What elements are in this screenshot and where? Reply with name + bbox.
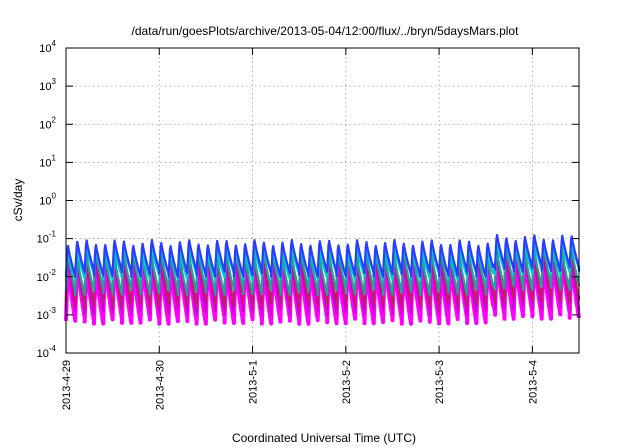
y-tick-label: 104	[39, 39, 56, 55]
x-tick-label: 2013-5-1	[248, 360, 260, 404]
x-tick-label: 2013-4-30	[154, 360, 166, 410]
y-tick-label: 102	[39, 115, 56, 131]
series-line-6	[64, 233, 581, 278]
y-tick-label: 101	[39, 153, 56, 169]
y-axis: 104 103 102 101 100 10-1 10-2 10-3 10-4	[37, 39, 57, 360]
series-layer	[64, 233, 581, 326]
x-tick-label: 2013-5-4	[527, 360, 539, 404]
y-tick-label: 100	[39, 192, 56, 208]
x-axis-label: Coordinated Universal Time (UTC)	[232, 431, 416, 445]
chart-title: /data/run/goesPlots/archive/2013-05-04/1…	[132, 24, 520, 38]
x-tick-label: 2013-5-2	[341, 360, 353, 404]
y-tick-label: 10-2	[37, 268, 57, 284]
x-axis: 2013-4-29 2013-4-30 2013-5-1 2013-5-2 2013-5…	[61, 360, 539, 410]
axis-ticks	[65, 47, 579, 354]
y-tick-label: 103	[39, 77, 56, 93]
x-tick-label: 2013-4-29	[61, 360, 73, 410]
x-tick-label: 2013-5-3	[434, 360, 446, 404]
y-tick-label: 10-3	[37, 306, 57, 322]
y-tick-label: 10-1	[37, 230, 57, 246]
y-tick-label: 10-4	[37, 344, 57, 360]
y-axis-label: cSv/day	[11, 179, 25, 222]
